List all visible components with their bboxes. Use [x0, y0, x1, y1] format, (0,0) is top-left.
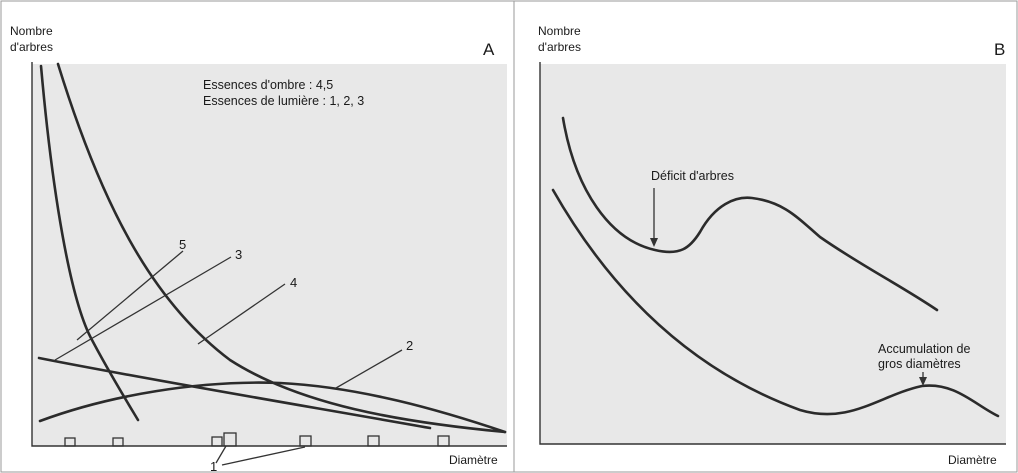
panel-a-label-1: 1 [210, 459, 217, 473]
panel-a-label-2: 2 [406, 338, 413, 353]
stump-marker [437, 435, 450, 447]
stump-marker [223, 432, 237, 447]
panel-a-leader-5 [76, 250, 184, 341]
panel-a-ylabel-line1: Nombre [10, 24, 53, 38]
panel-b-curve-deficit [561, 116, 939, 312]
stump-marker [64, 437, 76, 447]
panel-a-legend-light: Essences de lumière : 1, 2, 3 [203, 94, 364, 108]
panel-b-plot-area [540, 64, 1006, 444]
panel-a-curve-2 [38, 381, 507, 434]
stump-marker [299, 435, 312, 447]
panel-a-curve-4 [56, 62, 507, 434]
stump-marker [211, 436, 223, 447]
panel-a-curve-5 [39, 64, 140, 422]
panel-a-leader-4 [197, 283, 286, 345]
panel-b: Nombre d'arbres B Diamètre Déficit d'arb… [538, 24, 1006, 467]
panel-a-leader-1a [215, 445, 227, 464]
panel-a-ylabel-line2: d'arbres [10, 40, 53, 54]
annotation-deficit: Déficit d'arbres [651, 169, 734, 183]
panel-a-axes [31, 62, 507, 447]
panel-a: Nombre d'arbres A Diamètre Essences d'om… [10, 24, 507, 473]
stump-marker [112, 437, 124, 447]
panel-b-xlabel: Diamètre [948, 453, 997, 467]
panel-a-label-4: 4 [290, 275, 297, 290]
panel-b-ylabel-line2: d'arbres [538, 40, 581, 54]
panel-a-plot-area [32, 64, 507, 446]
panel-a-curve-3 [37, 356, 432, 430]
annotation-accumulation-line1: Accumulation de [878, 342, 970, 356]
panel-a-leader-3 [54, 256, 232, 361]
annotation-accumulation-arrowhead [919, 377, 927, 386]
panel-a-stumps [64, 432, 450, 447]
panel-a-xlabel: Diamètre [449, 453, 498, 467]
panel-b-letter: B [994, 40, 1005, 59]
panel-b-curve-accumulation [551, 188, 1000, 418]
panel-b-axes [539, 62, 1006, 445]
panel-a-legend-shade: Essences d'ombre : 4,5 [203, 78, 333, 92]
panel-b-ylabel-line1: Nombre [538, 24, 581, 38]
panel-a-label-3: 3 [235, 247, 242, 262]
panel-a-leader-1b [221, 446, 306, 466]
panel-a-leader-2 [335, 349, 403, 389]
panel-a-label-5: 5 [179, 237, 186, 252]
panel-a-letter: A [483, 40, 495, 59]
annotation-accumulation-line2: gros diamètres [878, 357, 961, 371]
stump-marker [367, 435, 380, 447]
annotation-deficit-arrowhead [650, 238, 658, 247]
